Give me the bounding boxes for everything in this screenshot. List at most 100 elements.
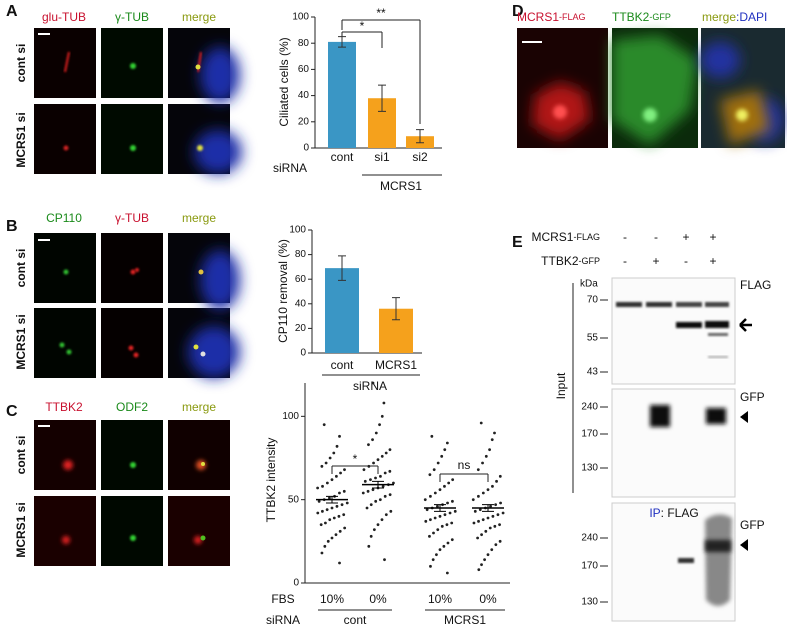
error-bar [392,297,400,321]
data-point [436,461,440,465]
micrographs [34,28,242,174]
data-point [476,468,480,472]
row-label: cont si [14,436,28,475]
data-point [334,533,338,537]
condition-mark: + [709,254,716,268]
data-point [316,511,320,515]
data-point [376,523,380,527]
group-label: cont [344,613,367,627]
channel-header: TTBK2-GFP [612,10,671,24]
channel-header: merge [182,10,216,24]
data-point [488,448,491,452]
data-point [445,523,449,527]
data-point [446,501,449,505]
channel-header: glu-TUB [42,10,86,24]
data-point [448,511,452,515]
data-point [486,516,490,520]
channel-header: MCRS1-FLAG [517,10,586,24]
channel-header: merge [182,400,216,414]
y-tick-label: 80 [295,249,307,260]
data-point [433,491,437,495]
data-point [498,474,502,478]
data-point [473,509,477,513]
data-point [338,491,341,495]
data-point [392,481,395,485]
data-point [433,516,437,520]
data-point [380,414,384,418]
data-point [367,443,370,447]
data-point [335,444,339,448]
data-point [495,479,498,483]
data-point [472,521,476,525]
data-point [374,499,378,503]
y-tick-label: 100 [282,411,299,422]
y-tick-label: 50 [288,494,300,505]
y-tick-label: 60 [295,274,307,285]
data-point [330,478,334,482]
channel-header: merge:DAPI [702,10,767,24]
ip-label: IP: FLAG [649,506,698,520]
data-point [362,468,366,472]
y-tick-label: 100 [292,12,309,23]
tag: -FLAG [559,12,586,22]
data-point [428,473,432,477]
data-point [334,474,338,478]
condition-label: TTBK2-GFP [541,254,600,268]
row-label: FBS [271,592,294,606]
marker-label: 55 [587,333,599,344]
ip-target: : FLAG [661,506,699,520]
data-point [501,511,505,515]
y-tick-label: 20 [295,323,307,334]
data-point [378,498,382,502]
data-point [337,514,341,518]
data-point [342,489,346,493]
data-point [321,509,324,513]
data-point [490,548,494,552]
channel-header: TTBK2 [45,400,83,414]
error-bar [372,480,384,489]
data-point [476,536,479,540]
data-point [438,488,442,492]
data-point [450,538,454,542]
condition-mark: + [652,254,659,268]
marker-label: 70 [587,295,599,306]
data-point [440,454,444,458]
data-point [443,448,447,452]
error-bar [434,504,446,512]
data-point [423,498,427,502]
y-tick-label: 40 [298,90,310,101]
significance: * [353,452,358,466]
x-axis-label: siRNA [266,613,300,627]
x-axis-label: siRNA [273,161,307,175]
data-point [388,469,392,473]
channel-header: γ-TUB [115,10,149,24]
panel-letter: D [512,3,524,20]
condition-mark: + [709,230,716,244]
y-tick-label: 80 [298,38,310,49]
y-axis-label: Ciliated cells (%) [277,37,291,126]
y-tick-label: 0 [300,348,306,359]
tag: -FLAG [573,232,600,242]
data-point [481,518,485,522]
data-point [428,534,431,538]
data-point [369,534,373,538]
group-label: MCRS1 [444,613,486,627]
error-bar [338,36,346,48]
error-bar [378,84,386,112]
data-point [342,513,346,517]
data-point [384,451,388,455]
error-bar [326,495,338,504]
data-point [438,548,442,552]
x-tick-label: cont [331,150,354,164]
data-point [340,503,344,507]
data-point [389,509,393,513]
data-point [489,504,492,508]
data-point [486,488,490,492]
data-point [372,528,376,532]
data-point [339,471,342,475]
data-point [490,438,494,442]
data-point [383,471,387,475]
ip: IP [649,506,660,520]
data-point [431,558,435,562]
data-point [378,423,381,427]
